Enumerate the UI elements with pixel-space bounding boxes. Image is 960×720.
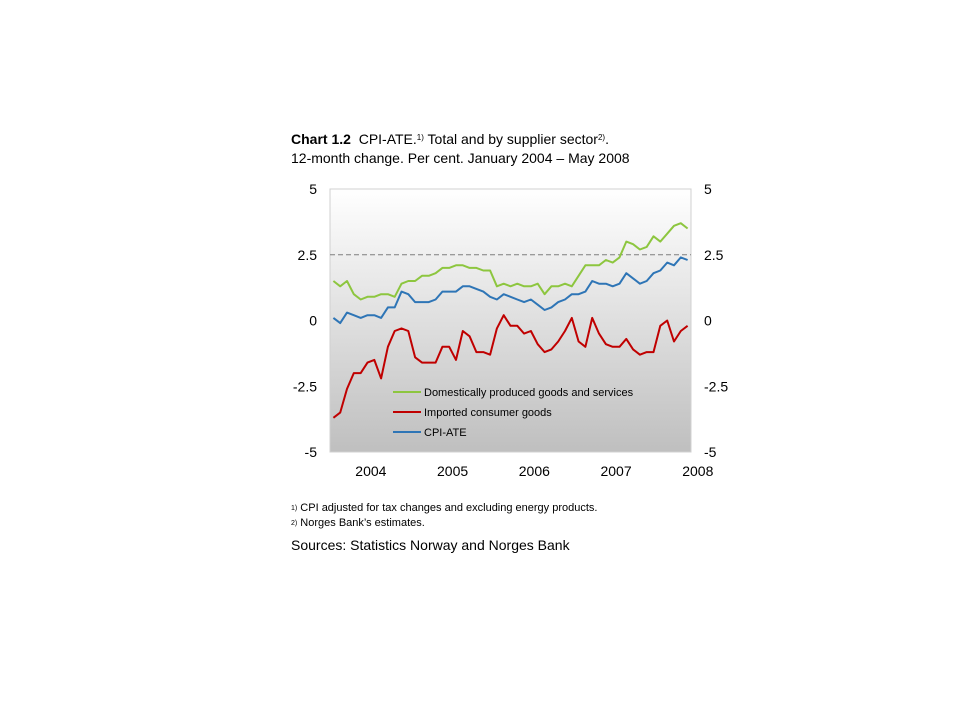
title-rest: Total and by supplier sector xyxy=(423,131,598,147)
legend-label-2: CPI-ATE xyxy=(424,427,467,439)
footnote-2-text: Norges Bank’s estimates. xyxy=(300,517,425,529)
title-end: . xyxy=(605,131,609,147)
x-tick-label: 2005 xyxy=(437,463,468,479)
footnote-1: 1) CPI adjusted for tax changes and excl… xyxy=(291,501,597,516)
title-text: CPI-ATE. xyxy=(358,131,417,147)
x-tick-label: 2006 xyxy=(519,463,550,479)
chart-title: Chart 1.2 CPI-ATE.1) Total and by suppli… xyxy=(291,130,630,168)
footnotes: 1) CPI adjusted for tax changes and excl… xyxy=(291,501,597,531)
plot-area xyxy=(329,188,692,453)
y-tick-label-left: -2.5 xyxy=(293,378,317,394)
footnote-2: 2) Norges Bank’s estimates. xyxy=(291,516,597,531)
footnote-marker-1: 1) xyxy=(416,133,424,142)
y-tick-label-right: -2.5 xyxy=(704,378,728,394)
footnote-1-text: CPI adjusted for tax changes and excludi… xyxy=(300,502,598,514)
series-layer xyxy=(332,222,689,419)
x-tick-label: 2004 xyxy=(355,463,386,479)
y-tick-label-right: 5 xyxy=(704,181,712,197)
legend: Domestically produced goods and services… xyxy=(393,387,634,439)
y-tick-label-left: -5 xyxy=(305,444,318,460)
sources: Sources: Statistics Norway and Norges Ba… xyxy=(291,537,570,553)
legend-label-0: Domestically produced goods and services xyxy=(424,387,634,399)
series-line-0 xyxy=(332,222,689,301)
y-tick-label-right: -5 xyxy=(704,444,717,460)
y-tick-label-right: 2.5 xyxy=(704,247,724,263)
x-tick-label: 2007 xyxy=(600,463,631,479)
footnote-2-marker: 2) xyxy=(291,520,298,527)
footnote-marker-2: 2) xyxy=(597,133,606,142)
y-tick-label-left: 0 xyxy=(309,313,317,329)
title-line-2: 12-month change. Per cent. January 2004 … xyxy=(291,150,630,166)
y-tick-label-right: 0 xyxy=(704,313,712,329)
x-tick-label: 2008 xyxy=(682,463,713,479)
series-line-1 xyxy=(332,314,689,419)
y-tick-label-left: 2.5 xyxy=(298,247,318,263)
axis-labels: 5 2.5 0 -2.5 -5 5 2.5 0 -2.5 -5 2004 2005 2006 2007 20… xyxy=(293,181,728,479)
chart-number: Chart 1.2 xyxy=(291,131,351,147)
footnote-1-marker: 1) xyxy=(291,505,298,512)
y-tick-label-left: 5 xyxy=(309,181,317,197)
legend-label-1: Imported consumer goods xyxy=(424,407,552,419)
title-line-1: Chart 1.2 CPI-ATE.1) Total and by suppli… xyxy=(291,130,630,149)
series-line-2 xyxy=(332,256,688,325)
